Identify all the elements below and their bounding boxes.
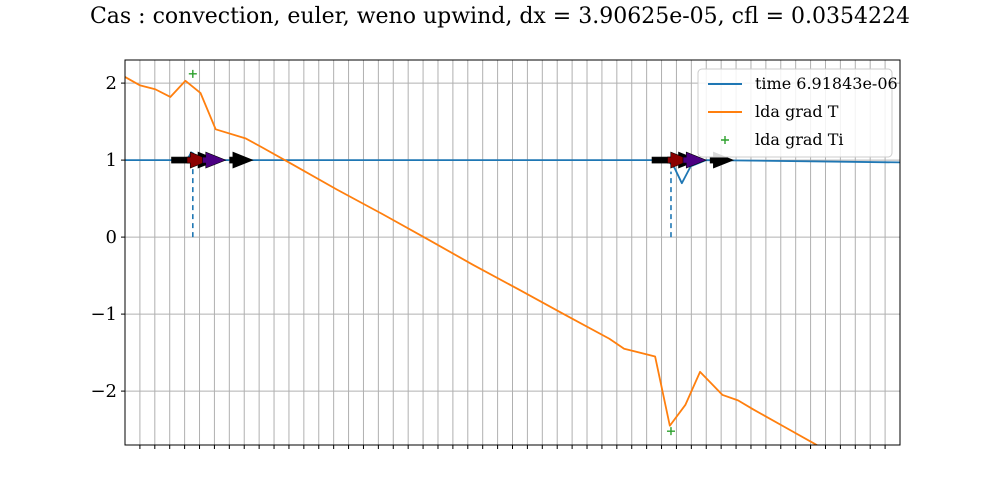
- y-tick-label: 1: [106, 150, 117, 171]
- legend-box: [697, 68, 893, 158]
- y-tick-label: −1: [90, 304, 117, 325]
- velocity-arrow: [202, 151, 227, 169]
- series-line-1: [125, 76, 819, 445]
- chart-title: Cas : convection, euler, weno upwind, dx…: [89, 4, 911, 29]
- legend-label: lda grad T: [755, 102, 839, 121]
- y-tick-label: 2: [106, 73, 117, 94]
- data-point-marker: [666, 427, 675, 436]
- velocity-arrow: [229, 151, 254, 169]
- axes: −2 −1 0 1 2: [90, 73, 886, 449]
- legend-swatch: [721, 136, 729, 144]
- y-tick-label: 0: [106, 227, 117, 248]
- plot-area: [125, 69, 900, 445]
- legend: time 6.91843e-06 lda grad T lda grad Ti: [697, 68, 898, 158]
- velocity-arrow: [682, 151, 708, 169]
- velocity-arrow: [186, 151, 212, 169]
- legend-label: time 6.91843e-06: [755, 74, 898, 93]
- velocity-arrow: [667, 151, 692, 169]
- y-tick-label: −2: [90, 381, 117, 402]
- legend-label: lda grad Ti: [755, 130, 844, 149]
- data-point-marker: [188, 69, 197, 78]
